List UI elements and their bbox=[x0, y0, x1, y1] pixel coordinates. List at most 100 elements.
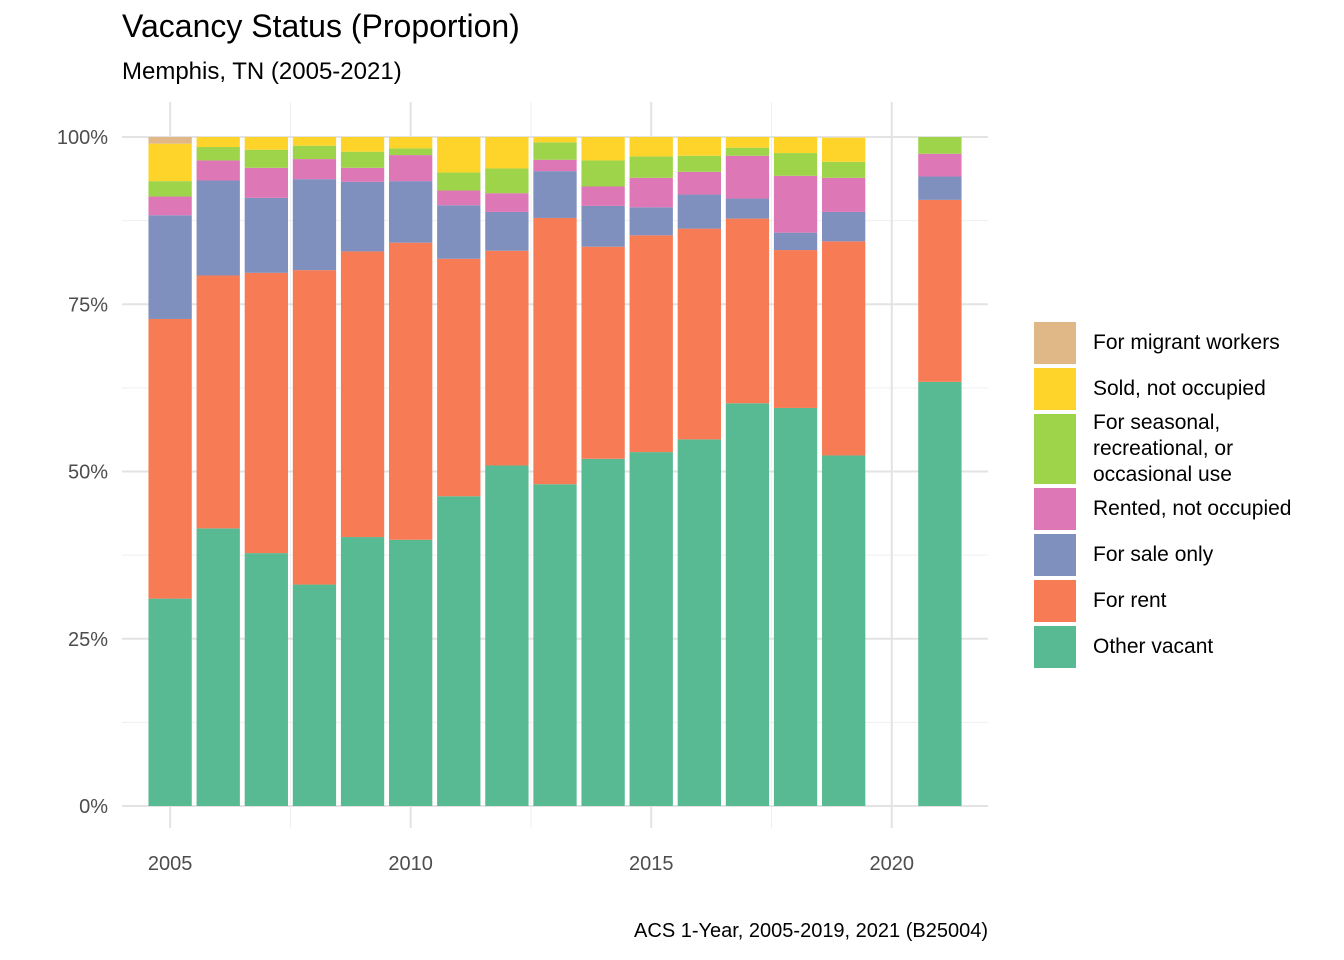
bar-segment bbox=[773, 137, 818, 154]
bar-segment bbox=[725, 218, 770, 404]
bar-segment bbox=[196, 160, 240, 181]
bar-segment bbox=[629, 137, 673, 157]
legend-key-migrant bbox=[1034, 322, 1076, 364]
bar-segment bbox=[196, 180, 240, 276]
bar-segment bbox=[148, 143, 192, 182]
bar-segment bbox=[244, 272, 288, 554]
bar-segment bbox=[244, 167, 288, 198]
bar-segment bbox=[437, 172, 481, 191]
bar-segment bbox=[437, 496, 481, 806]
legend-key-rented bbox=[1034, 488, 1076, 530]
bar-segment bbox=[677, 439, 721, 806]
bar-segment bbox=[196, 528, 240, 806]
bar-segment bbox=[533, 142, 577, 160]
bar-segment bbox=[725, 403, 770, 806]
bar-segment bbox=[389, 137, 433, 149]
y-tick-label: 75% bbox=[68, 294, 108, 316]
bar-segment bbox=[148, 196, 192, 216]
bar-segment bbox=[773, 153, 818, 176]
bar-segment bbox=[389, 181, 433, 243]
legend-label-other: Other vacant bbox=[1093, 635, 1214, 658]
bar-segment bbox=[918, 176, 962, 200]
bar-segment bbox=[340, 137, 385, 152]
legend-label-for-sale: For sale only bbox=[1093, 543, 1214, 566]
legend-item-sold: Sold, not occupied bbox=[1034, 366, 1334, 412]
bar-segment bbox=[389, 539, 433, 806]
bar-segment bbox=[244, 137, 288, 150]
legend-item-for-rent: For rent bbox=[1034, 578, 1334, 624]
bar-segment bbox=[918, 153, 962, 177]
bar-segment bbox=[340, 537, 385, 806]
bar-segment bbox=[725, 155, 770, 199]
x-tick-label: 2005 bbox=[148, 853, 193, 875]
chart-subtitle: Memphis, TN (2005-2021) bbox=[122, 58, 402, 85]
chart-title: Vacancy Status (Proportion) bbox=[122, 8, 520, 44]
legend-label-seasonal-line1: For seasonal, bbox=[1093, 411, 1221, 434]
legend-label-seasonal-line3: occasional use bbox=[1093, 463, 1232, 486]
legend-item-migrant: For migrant workers bbox=[1034, 320, 1334, 366]
y-tick-label: 50% bbox=[68, 462, 108, 484]
y-tick-label: 0% bbox=[79, 796, 108, 818]
y-tick-label: 25% bbox=[68, 629, 108, 651]
legend-key-other bbox=[1034, 626, 1076, 668]
bar-segment bbox=[581, 160, 625, 187]
legend-label-migrant: For migrant workers bbox=[1093, 331, 1280, 354]
bar-segment bbox=[292, 145, 337, 160]
legend-key-seasonal bbox=[1034, 414, 1076, 484]
bar-segment bbox=[340, 151, 385, 168]
bar-segment bbox=[196, 137, 240, 148]
legend-item-seasonal: For seasonal, recreational, or occasiona… bbox=[1034, 410, 1334, 488]
bars bbox=[148, 137, 962, 806]
bar-segment bbox=[629, 452, 673, 806]
bar-segment bbox=[773, 407, 818, 806]
bar-segment bbox=[725, 137, 770, 148]
bar-segment bbox=[533, 171, 577, 218]
bar-segment bbox=[581, 205, 625, 247]
bar-segment bbox=[773, 175, 818, 233]
bar-segment bbox=[292, 270, 337, 585]
bar-segment bbox=[629, 235, 673, 453]
x-tick-label: 2020 bbox=[870, 853, 915, 875]
bar-segment bbox=[485, 193, 529, 212]
bar-segment bbox=[292, 584, 337, 806]
bar-segment bbox=[677, 171, 721, 195]
bar-segment bbox=[437, 190, 481, 206]
bar-segment bbox=[918, 199, 962, 382]
bar-segment bbox=[437, 137, 481, 173]
legend-label-for-rent: For rent bbox=[1093, 589, 1167, 612]
bar-segment bbox=[533, 484, 577, 806]
legend-key-for-sale bbox=[1034, 534, 1076, 576]
bar-segment bbox=[581, 186, 625, 206]
legend-item-for-sale: For sale only bbox=[1034, 532, 1334, 578]
bar-segment bbox=[485, 137, 529, 169]
bar-segment bbox=[822, 137, 866, 162]
x-axis: 2005 2010 2015 2020 bbox=[148, 853, 914, 875]
bar-segment bbox=[437, 258, 481, 497]
legend-label-sold: Sold, not occupied bbox=[1093, 377, 1266, 400]
bar-segment bbox=[148, 181, 192, 197]
bar-segment bbox=[148, 598, 192, 806]
legend-label-seasonal: For seasonal, recreational, or occasiona… bbox=[1093, 410, 1233, 488]
legend-label-seasonal-line2: recreational, or bbox=[1093, 437, 1234, 460]
y-axis: 0% 25% 50% 75% 100% bbox=[57, 127, 108, 818]
legend-item-other: Other vacant bbox=[1034, 624, 1334, 670]
bar-segment bbox=[389, 148, 433, 156]
bar-segment bbox=[244, 197, 288, 273]
bar-segment bbox=[822, 177, 866, 212]
y-tick-label: 100% bbox=[57, 127, 108, 149]
bar-segment bbox=[340, 251, 385, 538]
bar-segment bbox=[292, 179, 337, 271]
bar-segment bbox=[148, 215, 192, 319]
bar-segment bbox=[773, 232, 818, 251]
bar-segment bbox=[725, 198, 770, 219]
bar-segment bbox=[196, 275, 240, 529]
x-tick-label: 2010 bbox=[388, 853, 433, 875]
bar-segment bbox=[918, 137, 962, 154]
bar-segment bbox=[677, 137, 721, 156]
bar-segment bbox=[822, 161, 866, 178]
bar-segment bbox=[677, 155, 721, 172]
bar-segment bbox=[389, 242, 433, 540]
bar-segment bbox=[340, 181, 385, 252]
bar-segment bbox=[533, 159, 577, 172]
